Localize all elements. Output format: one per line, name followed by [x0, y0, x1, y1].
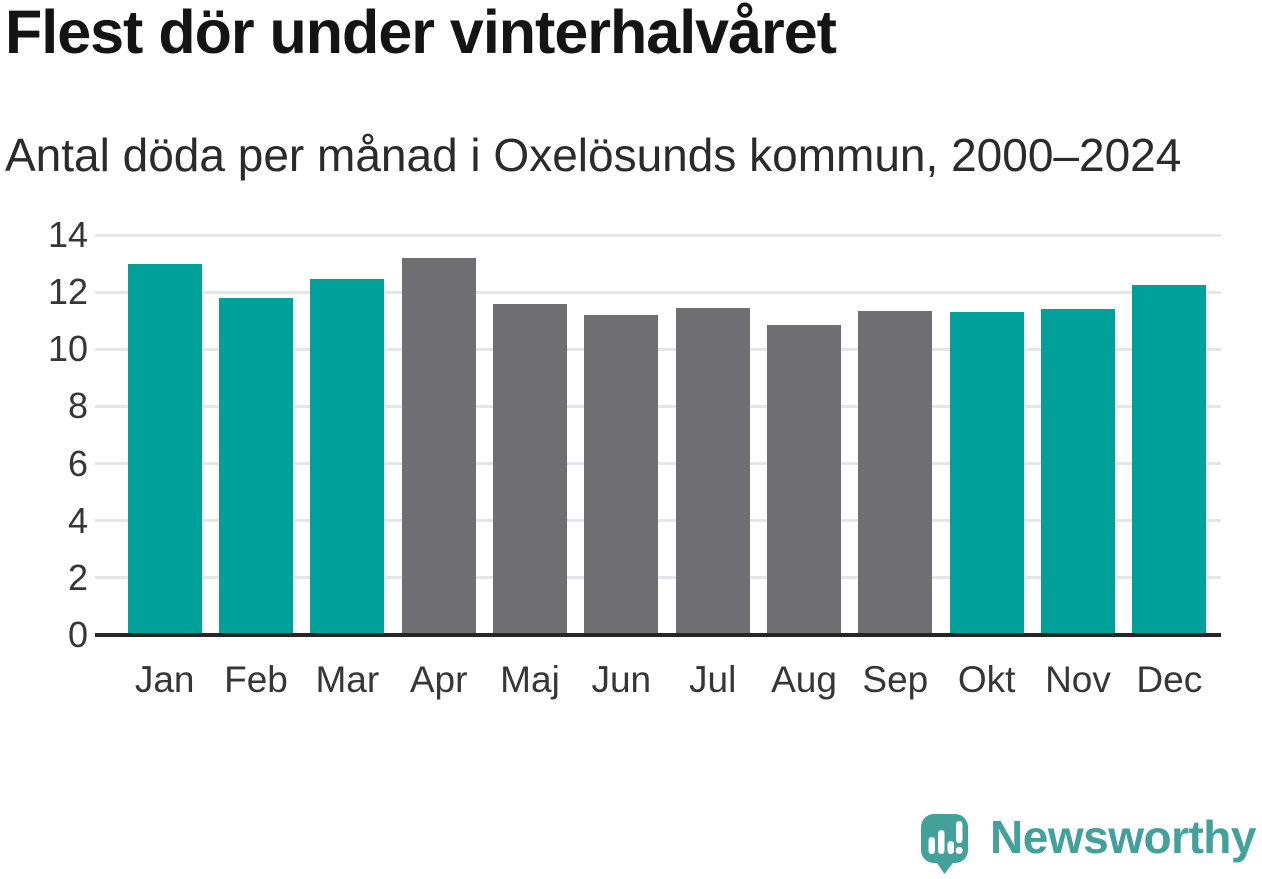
bar-jul [675, 307, 750, 635]
x-tick-label-sep: Sep [862, 659, 929, 700]
x-tick-label-dec: Dec [1136, 659, 1203, 700]
bar-maj [493, 303, 567, 635]
y-tick-label-0: 0 [67, 614, 88, 655]
y-tick-label-14: 14 [47, 214, 88, 255]
newsworthy-bubble-chart-icon [921, 814, 969, 874]
newsworthy-logo: Newsworthy [920, 813, 1256, 875]
bar-feb [219, 297, 293, 635]
bar-sep [858, 310, 933, 635]
y-tick-label-8: 8 [67, 385, 88, 427]
gridline-y-14 [95, 233, 1221, 237]
x-tick-label-mar: Mar [315, 659, 380, 700]
y-tick-label-2: 2 [67, 556, 88, 598]
y-tick-label-12: 12 [47, 271, 88, 313]
x-tick-label-feb: Feb [224, 659, 288, 700]
x-axis-line [95, 633, 1221, 637]
x-tick-label-jun: Jun [591, 659, 652, 700]
newsworthy-logo-text: Newsworthy [990, 811, 1256, 863]
y-tick-label-10: 10 [47, 328, 88, 370]
x-tick-label-apr: Apr [409, 659, 468, 700]
bar-jan [127, 263, 202, 635]
x-tick-label-okt: Okt [957, 659, 1016, 700]
bar-mar [310, 279, 385, 635]
bar-jun [584, 315, 659, 635]
x-tick-label-jul: Jul [689, 659, 737, 700]
bar-dec [1132, 285, 1207, 635]
x-tick-label-aug: Aug [771, 659, 837, 700]
bar-aug [767, 325, 841, 635]
y-tick-label-4: 4 [67, 499, 88, 541]
x-tick-label-nov: Nov [1045, 659, 1111, 700]
gridline-y-12 [95, 290, 1221, 294]
chart-subtitle: Antal döda per månad i Oxelösunds kommun… [5, 129, 1182, 181]
bar-okt [949, 312, 1024, 635]
bar-apr [401, 257, 476, 635]
x-tick-label-maj: Maj [500, 659, 560, 700]
x-tick-label-jan: Jan [134, 659, 195, 700]
bar-nov [1041, 309, 1115, 635]
page-title: Flest dör under vinterhalvåret [5, 0, 837, 66]
y-tick-label-6: 6 [67, 442, 88, 484]
